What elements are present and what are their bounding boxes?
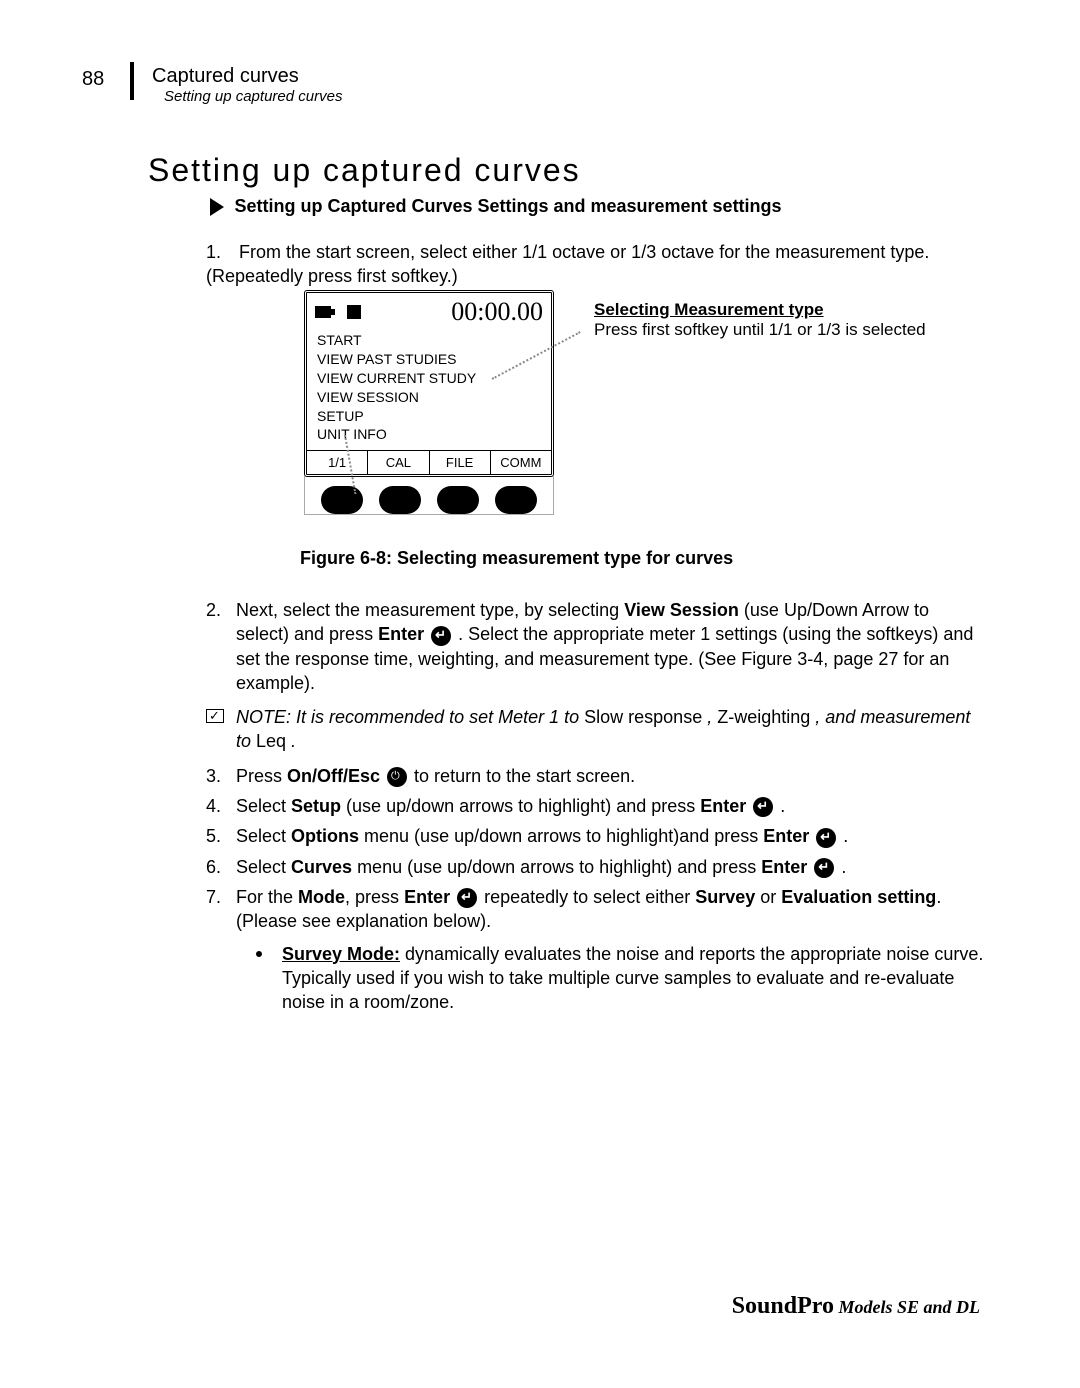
step-2-num: 2. xyxy=(206,598,236,695)
footer-brand: SoundPro xyxy=(732,1293,834,1319)
callout-title: Selecting Measurement type xyxy=(594,300,824,319)
header-divider xyxy=(130,62,134,100)
t: menu (use up/down arrows to highlight)an… xyxy=(359,826,763,846)
t: Enter xyxy=(763,826,809,846)
step-2: 2. Next, select the measurement type, by… xyxy=(206,598,986,695)
t: View Session xyxy=(624,600,739,620)
section-title: Setting up captured curves xyxy=(148,152,581,189)
hw-button xyxy=(495,486,537,514)
t: Slow response xyxy=(584,707,702,727)
hw-button xyxy=(321,486,363,514)
step-3-num: 3. xyxy=(206,764,236,788)
t: Next, select the measurement type, by se… xyxy=(236,600,624,620)
enter-icon xyxy=(431,626,451,646)
t: Mode xyxy=(298,887,345,907)
softkey-1: 1/1 xyxy=(307,451,368,474)
menu-item: SETUP xyxy=(317,407,541,426)
t: Options xyxy=(291,826,359,846)
header-title: Captured curves xyxy=(152,65,299,88)
t: (use up/down arrows to highlight) and pr… xyxy=(341,796,700,816)
t: Select xyxy=(236,857,291,877)
t: . xyxy=(286,731,296,751)
subheading: Setting up Captured Curves Settings and … xyxy=(210,196,782,217)
bullet-survey-mode: Survey Mode: dynamically evaluates the n… xyxy=(256,942,986,1015)
device-figure: 00:00.00 START VIEW PAST STUDIES VIEW CU… xyxy=(304,290,554,515)
step-1-text: From the start screen, select either 1/1… xyxy=(206,242,929,286)
step-7-num: 7. xyxy=(206,885,236,934)
header-subtitle: Setting up captured curves xyxy=(164,88,342,105)
t: menu (use up/down arrows to highlight) a… xyxy=(352,857,761,877)
t: Survey xyxy=(695,887,755,907)
stop-icon xyxy=(347,305,361,319)
softkey-3: FILE xyxy=(430,451,491,474)
t: Enter xyxy=(378,624,424,644)
figure-caption: Figure 6-8: Selecting measurement type f… xyxy=(300,548,733,569)
t: to return to the start screen. xyxy=(409,766,635,786)
t: Enter xyxy=(404,887,450,907)
menu-list: START VIEW PAST STUDIES VIEW CURRENT STU… xyxy=(307,327,551,450)
enter-icon xyxy=(816,828,836,848)
t: Enter xyxy=(700,796,746,816)
t: Select xyxy=(236,826,291,846)
step-3: 3. Press On/Off/Esc to return to the sta… xyxy=(206,764,986,788)
menu-item: VIEW PAST STUDIES xyxy=(317,350,541,369)
t: On/Off/Esc xyxy=(287,766,380,786)
bullet-icon xyxy=(256,951,262,957)
device-screen: 00:00.00 START VIEW PAST STUDIES VIEW CU… xyxy=(304,290,554,477)
t: Setup xyxy=(291,796,341,816)
step-6-num: 6. xyxy=(206,855,236,879)
t: . xyxy=(838,826,848,846)
step-1-num: 1. xyxy=(206,240,234,264)
t: or xyxy=(755,887,781,907)
menu-item: UNIT INFO xyxy=(317,425,541,444)
t: Evaluation setting xyxy=(781,887,936,907)
t: NOTE: It is recommended to set Meter 1 t… xyxy=(236,707,584,727)
enter-icon xyxy=(814,858,834,878)
softkey-4: COMM xyxy=(491,451,551,474)
t: Curves xyxy=(291,857,352,877)
footer: SoundPro Models SE and DL xyxy=(732,1293,980,1320)
hw-button xyxy=(437,486,479,514)
note: NOTE: It is recommended to set Meter 1 t… xyxy=(206,705,986,754)
softkey-2: CAL xyxy=(368,451,429,474)
t: Z-weighting xyxy=(717,707,810,727)
softkey-row: 1/1 CAL FILE COMM xyxy=(307,450,551,474)
subheading-text: Setting up Captured Curves Settings and … xyxy=(234,196,781,216)
callout: Selecting Measurement type Press first s… xyxy=(594,300,984,340)
t: For the xyxy=(236,887,298,907)
menu-item: VIEW SESSION xyxy=(317,388,541,407)
step-6: 6. Select Curves menu (use up/down arrow… xyxy=(206,855,986,879)
enter-icon xyxy=(457,888,477,908)
arrow-icon xyxy=(210,198,224,216)
t: , xyxy=(702,707,717,727)
t: Leq xyxy=(256,731,286,751)
t: . xyxy=(775,796,785,816)
note-icon xyxy=(206,709,224,723)
bullet-title: Survey Mode: xyxy=(282,944,400,964)
t: repeatedly to select either xyxy=(479,887,695,907)
esc-icon xyxy=(387,767,407,787)
menu-item: START xyxy=(317,331,541,350)
step-5: 5. Select Options menu (use up/down arro… xyxy=(206,824,986,848)
sd-card-icon xyxy=(315,306,331,318)
footer-models: Models SE and DL xyxy=(834,1297,980,1317)
t: Press xyxy=(236,766,287,786)
page-number: 88 xyxy=(82,68,104,91)
step-1: 1. From the start screen, select either … xyxy=(206,240,966,289)
steps-block: 2. Next, select the measurement type, by… xyxy=(206,598,986,1014)
t: . xyxy=(836,857,846,877)
callout-text: Press first softkey until 1/1 or 1/3 is … xyxy=(594,320,926,339)
step-5-num: 5. xyxy=(206,824,236,848)
t: , press xyxy=(345,887,404,907)
hw-button xyxy=(379,486,421,514)
step-7: 7. For the Mode, press Enter repeatedly … xyxy=(206,885,986,934)
t: Select xyxy=(236,796,291,816)
enter-icon xyxy=(753,797,773,817)
hardware-buttons xyxy=(304,476,554,515)
step-4: 4. Select Setup (use up/down arrows to h… xyxy=(206,794,986,818)
step-4-num: 4. xyxy=(206,794,236,818)
timer: 00:00.00 xyxy=(451,297,543,327)
t: Enter xyxy=(761,857,807,877)
